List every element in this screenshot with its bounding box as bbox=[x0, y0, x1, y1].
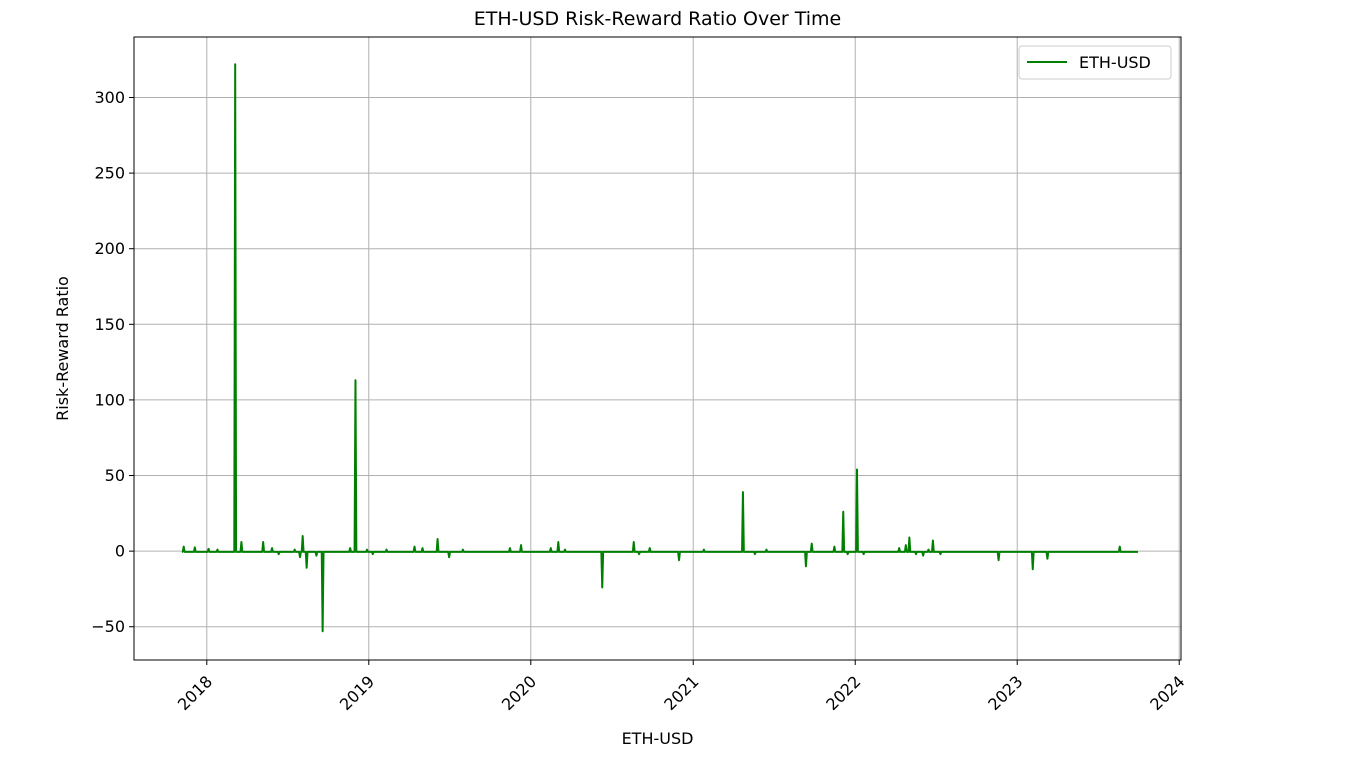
y-axis-ticks: −50 0 50 100 150 200 250 300 bbox=[91, 88, 134, 636]
x-tick-label: 2024 bbox=[1146, 672, 1188, 714]
y-tick-label: 300 bbox=[94, 88, 125, 107]
grid-lines bbox=[134, 37, 1181, 660]
y-tick-label: 150 bbox=[94, 315, 125, 334]
x-tick-label: 2022 bbox=[822, 672, 864, 714]
y-tick-label: −50 bbox=[91, 617, 125, 636]
y-tick-label: 0 bbox=[115, 542, 125, 561]
chart-title: ETH-USD Risk-Reward Ratio Over Time bbox=[474, 8, 842, 30]
legend: ETH-USD bbox=[1018, 45, 1172, 80]
y-tick-label: 250 bbox=[94, 164, 125, 183]
x-tick-label: 2021 bbox=[660, 672, 702, 714]
x-axis-label: ETH-USD bbox=[622, 729, 694, 748]
legend-label: ETH-USD bbox=[1079, 53, 1151, 72]
x-tick-label: 2023 bbox=[984, 672, 1026, 714]
y-axis-label: Risk-Reward Ratio bbox=[53, 276, 72, 421]
series-layer bbox=[181, 63, 1138, 633]
y-tick-label: 100 bbox=[94, 390, 125, 409]
legend-box bbox=[1018, 45, 1172, 80]
x-tick-label: 2018 bbox=[174, 672, 216, 714]
y-tick-label: 200 bbox=[94, 239, 125, 258]
series-line-eth-usd bbox=[181, 63, 1138, 633]
x-axis-ticks: 2018 2019 2020 2021 2022 2023 2024 bbox=[174, 660, 1189, 714]
x-tick-label: 2020 bbox=[498, 672, 540, 714]
y-tick-label: 50 bbox=[105, 466, 125, 485]
x-tick-label: 2019 bbox=[336, 672, 378, 714]
plot-area-frame bbox=[133, 36, 1182, 661]
